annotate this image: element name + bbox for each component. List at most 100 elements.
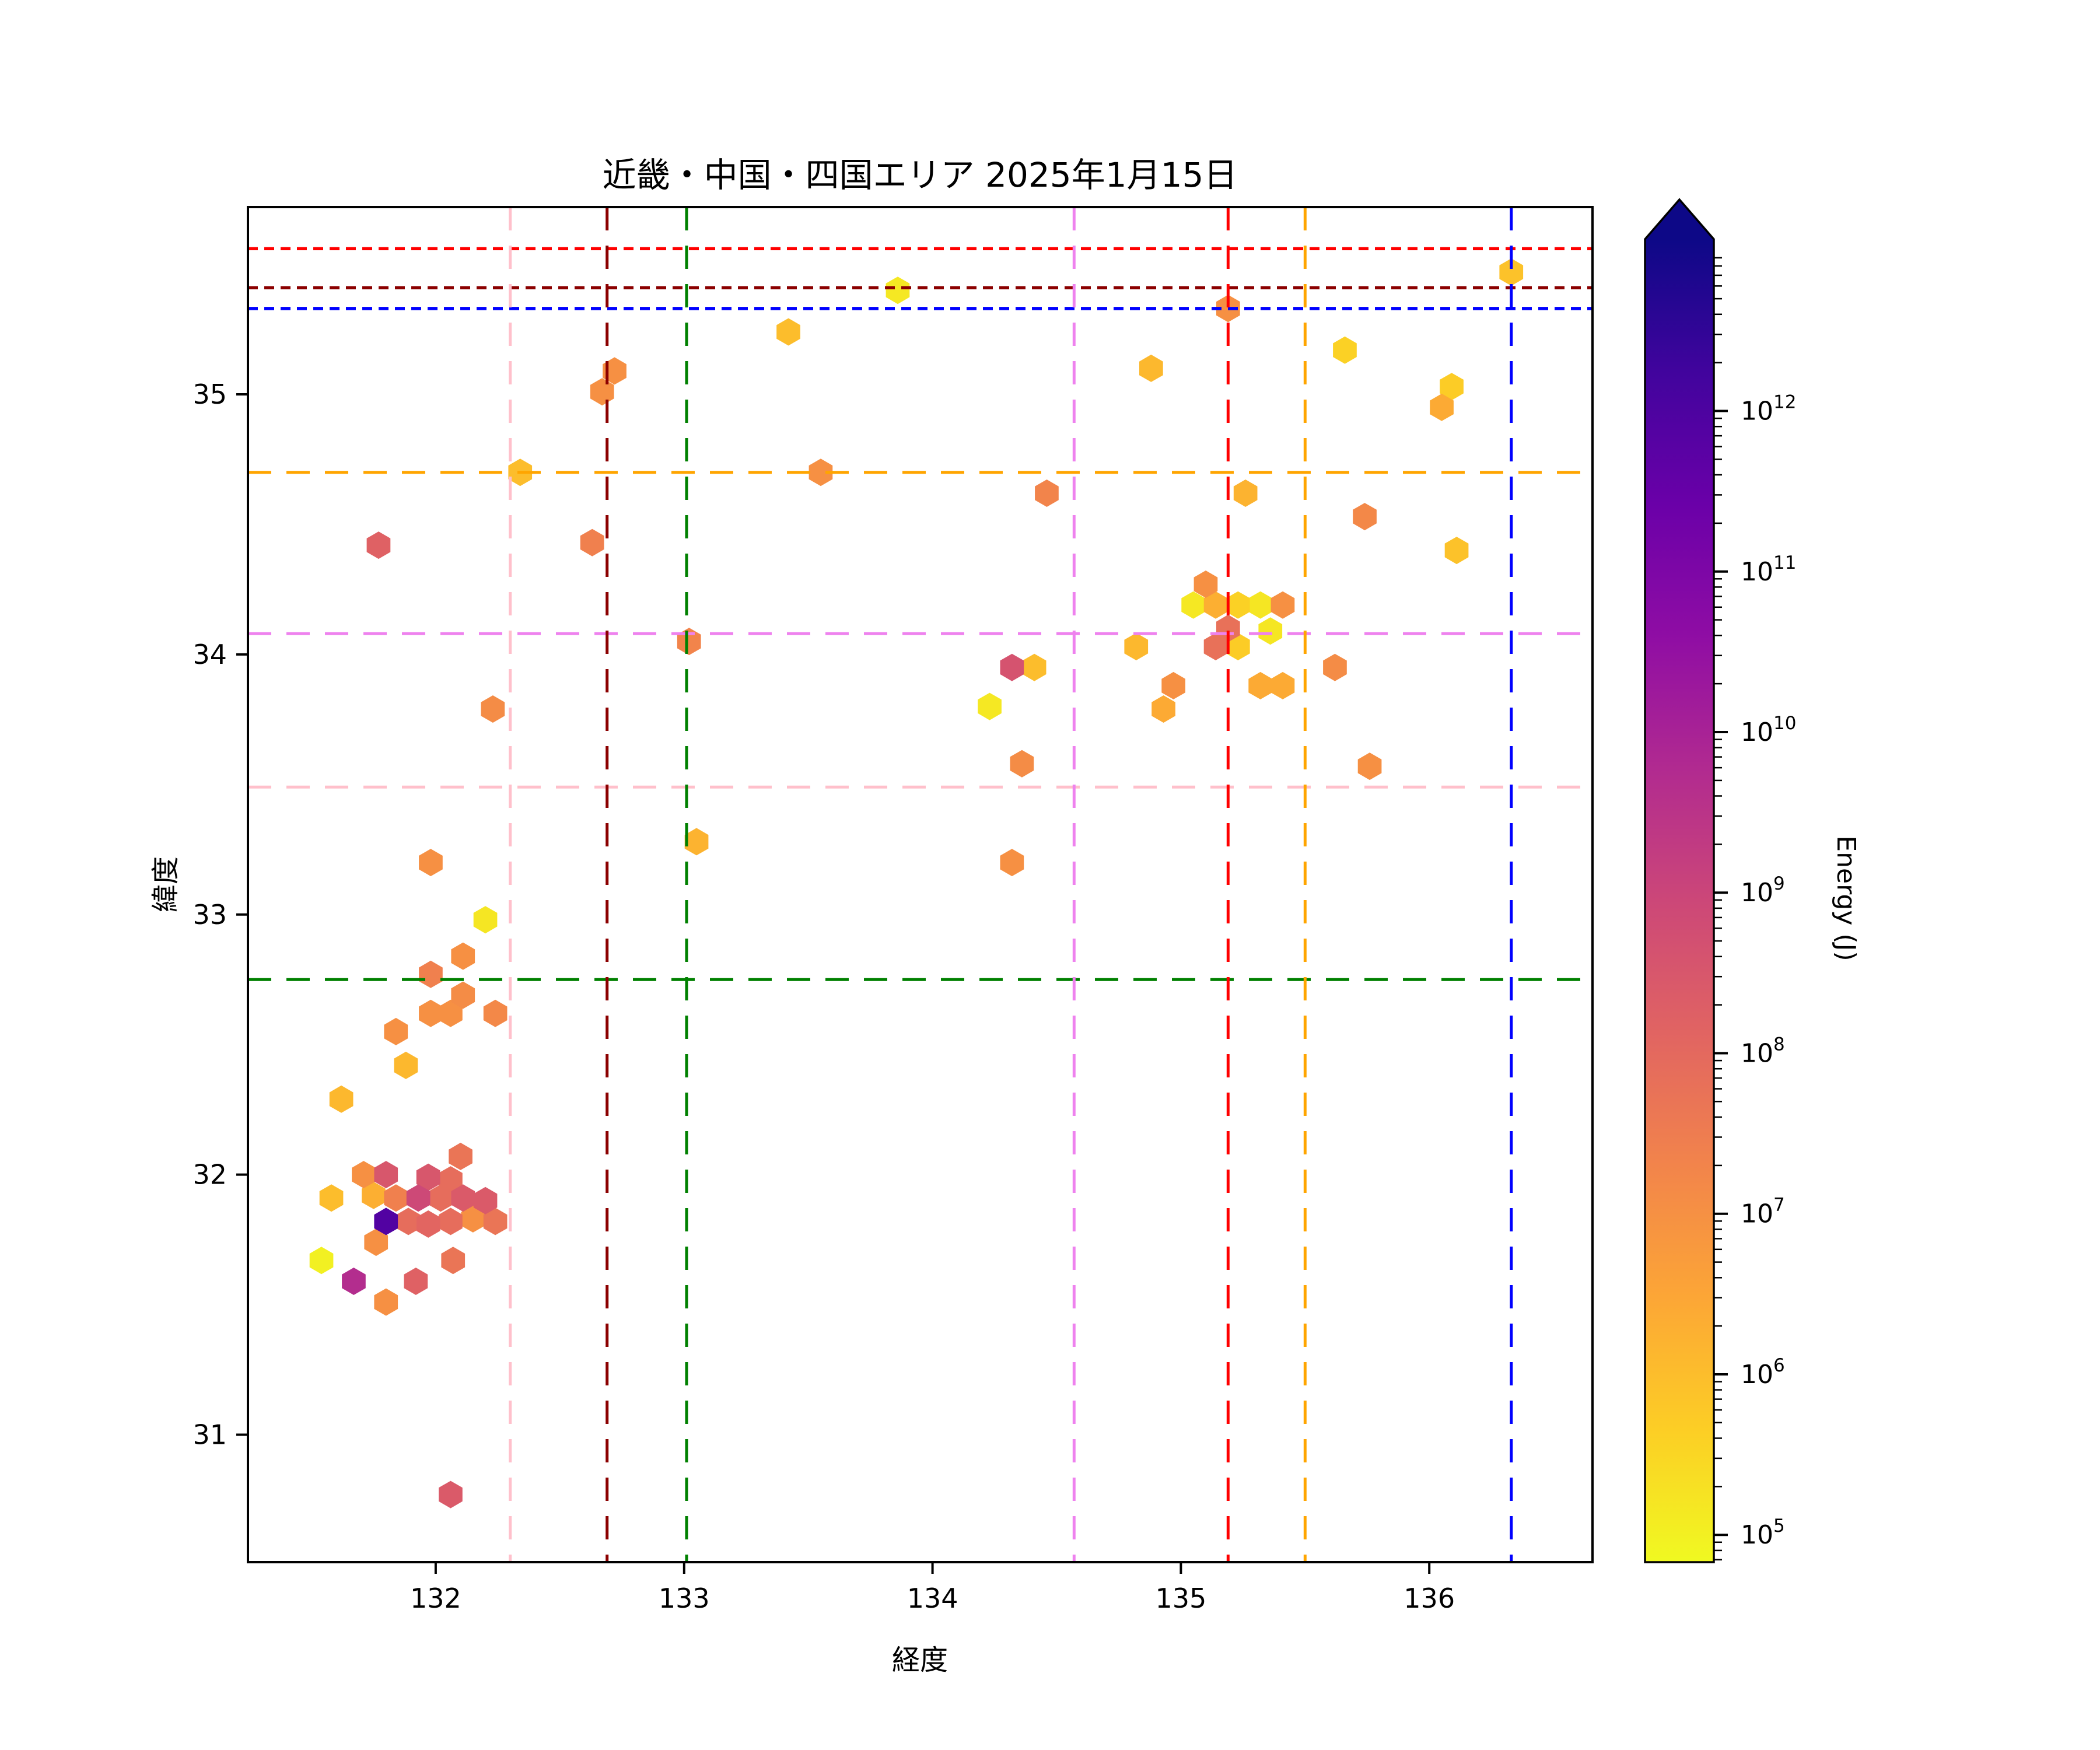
y-tick-label: 31 <box>192 1419 227 1451</box>
hex-marker <box>677 628 701 656</box>
colorbar-tick-label: 1011 <box>1741 552 1796 587</box>
hex-marker <box>441 1247 466 1275</box>
hex-marker <box>396 1208 421 1236</box>
hex-marker <box>329 1085 354 1113</box>
hex-marker <box>483 1208 508 1236</box>
hex-marker <box>1353 503 1377 531</box>
hex-marker <box>603 357 626 385</box>
hex-marker <box>362 1181 386 1209</box>
hex-marker <box>419 999 443 1027</box>
hex-marker <box>684 828 709 856</box>
hex-marker <box>1430 393 1454 421</box>
hex-marker <box>1323 653 1347 681</box>
reference-lines-layer <box>248 207 1592 1562</box>
colorbar: 105 106 107 108 109 1010 1011 1012 Energy (J) <box>1644 198 1861 1563</box>
hex-marker <box>419 960 443 988</box>
hex-marker <box>384 1017 408 1045</box>
x-tick-label: 135 <box>1155 1583 1206 1614</box>
hex-marker <box>776 318 800 346</box>
hex-marker <box>1226 591 1250 619</box>
colorbar-tick-label: 1012 <box>1741 392 1796 426</box>
hex-marker <box>580 528 604 556</box>
hex-marker <box>1152 695 1175 723</box>
hex-marker <box>394 1051 418 1079</box>
hex-marker <box>416 1210 440 1238</box>
hex-marker <box>439 1480 463 1508</box>
hex-marker <box>374 1288 398 1316</box>
hex-marker <box>461 1205 485 1233</box>
hex-marker <box>439 999 463 1027</box>
x-tick-label: 132 <box>410 1583 461 1614</box>
hex-marker <box>1270 591 1295 619</box>
hex-marker <box>473 906 498 934</box>
hex-marker <box>342 1268 366 1295</box>
hex-marker <box>374 1208 398 1236</box>
hex-marker <box>451 981 475 1009</box>
hex-marker <box>1203 591 1228 619</box>
colorbar-ticks: 105 106 107 108 109 1010 1011 1012 <box>1714 257 1796 1561</box>
colorbar-tick-label: 106 <box>1741 1355 1785 1390</box>
colorbar-tick-label: 105 <box>1741 1516 1785 1550</box>
hex-marker <box>319 1184 344 1212</box>
hex-marker <box>1216 614 1240 642</box>
hex-marker <box>1000 653 1024 681</box>
hex-marker <box>1010 750 1034 778</box>
hex-marker <box>1444 537 1469 565</box>
colorbar-outline <box>1644 198 1715 1563</box>
y-tick-label: 35 <box>192 379 227 410</box>
hex-marker <box>1161 671 1185 699</box>
hex-marker <box>404 1268 428 1295</box>
colorbar-label: Energy (J) <box>1831 835 1861 961</box>
colorbar-tick-label: 108 <box>1741 1034 1785 1069</box>
hex-marker <box>1357 752 1382 780</box>
hex-marker <box>366 531 391 559</box>
x-tick-label: 133 <box>659 1583 710 1614</box>
hex-marker <box>364 1228 388 1256</box>
hex-marker <box>1258 617 1283 645</box>
hex-marker <box>886 276 910 304</box>
hex-marker <box>1270 671 1295 699</box>
hex-marker <box>978 692 1002 720</box>
hex-marker <box>451 1184 475 1212</box>
hex-marker <box>481 695 505 723</box>
y-tick-label: 34 <box>192 639 227 670</box>
hex-marker <box>1248 671 1272 699</box>
hex-marker <box>449 1142 473 1170</box>
hex-marker <box>1124 633 1149 660</box>
hex-marker <box>473 1186 498 1214</box>
colorbar-extend-arrow <box>1645 200 1714 239</box>
x-tick-label: 134 <box>907 1583 958 1614</box>
hex-marker <box>1022 653 1046 681</box>
hex-marker <box>1248 591 1272 619</box>
hex-marker <box>1139 354 1163 382</box>
x-tick-label: 136 <box>1404 1583 1455 1614</box>
hex-marker <box>1203 633 1228 660</box>
hex-marker <box>483 999 508 1027</box>
hex-marker <box>1194 570 1218 598</box>
hex-marker <box>1035 480 1059 507</box>
chart-title: 近畿・中国・四国エリア 2025年1月15日 <box>603 155 1238 195</box>
hex-marker <box>309 1247 334 1275</box>
colorbar-tick-label: 109 <box>1741 873 1785 908</box>
hex-marker <box>1181 591 1205 619</box>
y-axis-label: 緯度 <box>149 856 182 912</box>
hex-marker <box>1000 849 1024 877</box>
hex-marker <box>384 1184 408 1212</box>
colorbar-tick-label: 1010 <box>1741 713 1796 747</box>
data-points-layer <box>309 258 1524 1508</box>
hex-marker <box>406 1184 430 1212</box>
hex-marker <box>1233 480 1258 507</box>
hex-marker <box>1440 373 1464 401</box>
hex-marker <box>416 1163 440 1191</box>
y-tick-label: 33 <box>192 899 227 930</box>
plot-border <box>247 206 1594 1563</box>
hex-marker <box>1333 336 1357 364</box>
hex-marker <box>374 1161 398 1189</box>
hex-marker <box>1499 258 1524 286</box>
hex-marker <box>429 1184 453 1212</box>
hex-marker <box>352 1161 376 1189</box>
y-tick-label: 32 <box>192 1159 227 1191</box>
colorbar-gradient <box>1645 239 1714 1562</box>
hex-marker <box>419 849 443 877</box>
